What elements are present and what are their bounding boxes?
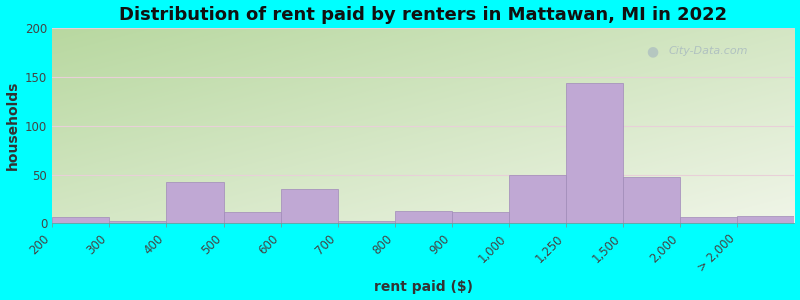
Bar — [223, 212, 281, 224]
Bar — [52, 217, 110, 224]
Bar — [452, 212, 509, 224]
Bar — [566, 82, 623, 224]
Bar — [738, 216, 794, 224]
Bar — [394, 211, 452, 224]
X-axis label: rent paid ($): rent paid ($) — [374, 280, 473, 294]
Bar — [338, 221, 394, 224]
Bar — [166, 182, 223, 224]
Y-axis label: households: households — [6, 81, 19, 170]
Text: ●: ● — [646, 44, 658, 58]
Bar — [680, 217, 738, 224]
Text: City-Data.com: City-Data.com — [668, 46, 748, 56]
Bar — [509, 175, 566, 224]
Bar — [623, 178, 680, 224]
Bar — [110, 221, 166, 224]
Title: Distribution of rent paid by renters in Mattawan, MI in 2022: Distribution of rent paid by renters in … — [119, 6, 727, 24]
Bar — [281, 189, 338, 224]
